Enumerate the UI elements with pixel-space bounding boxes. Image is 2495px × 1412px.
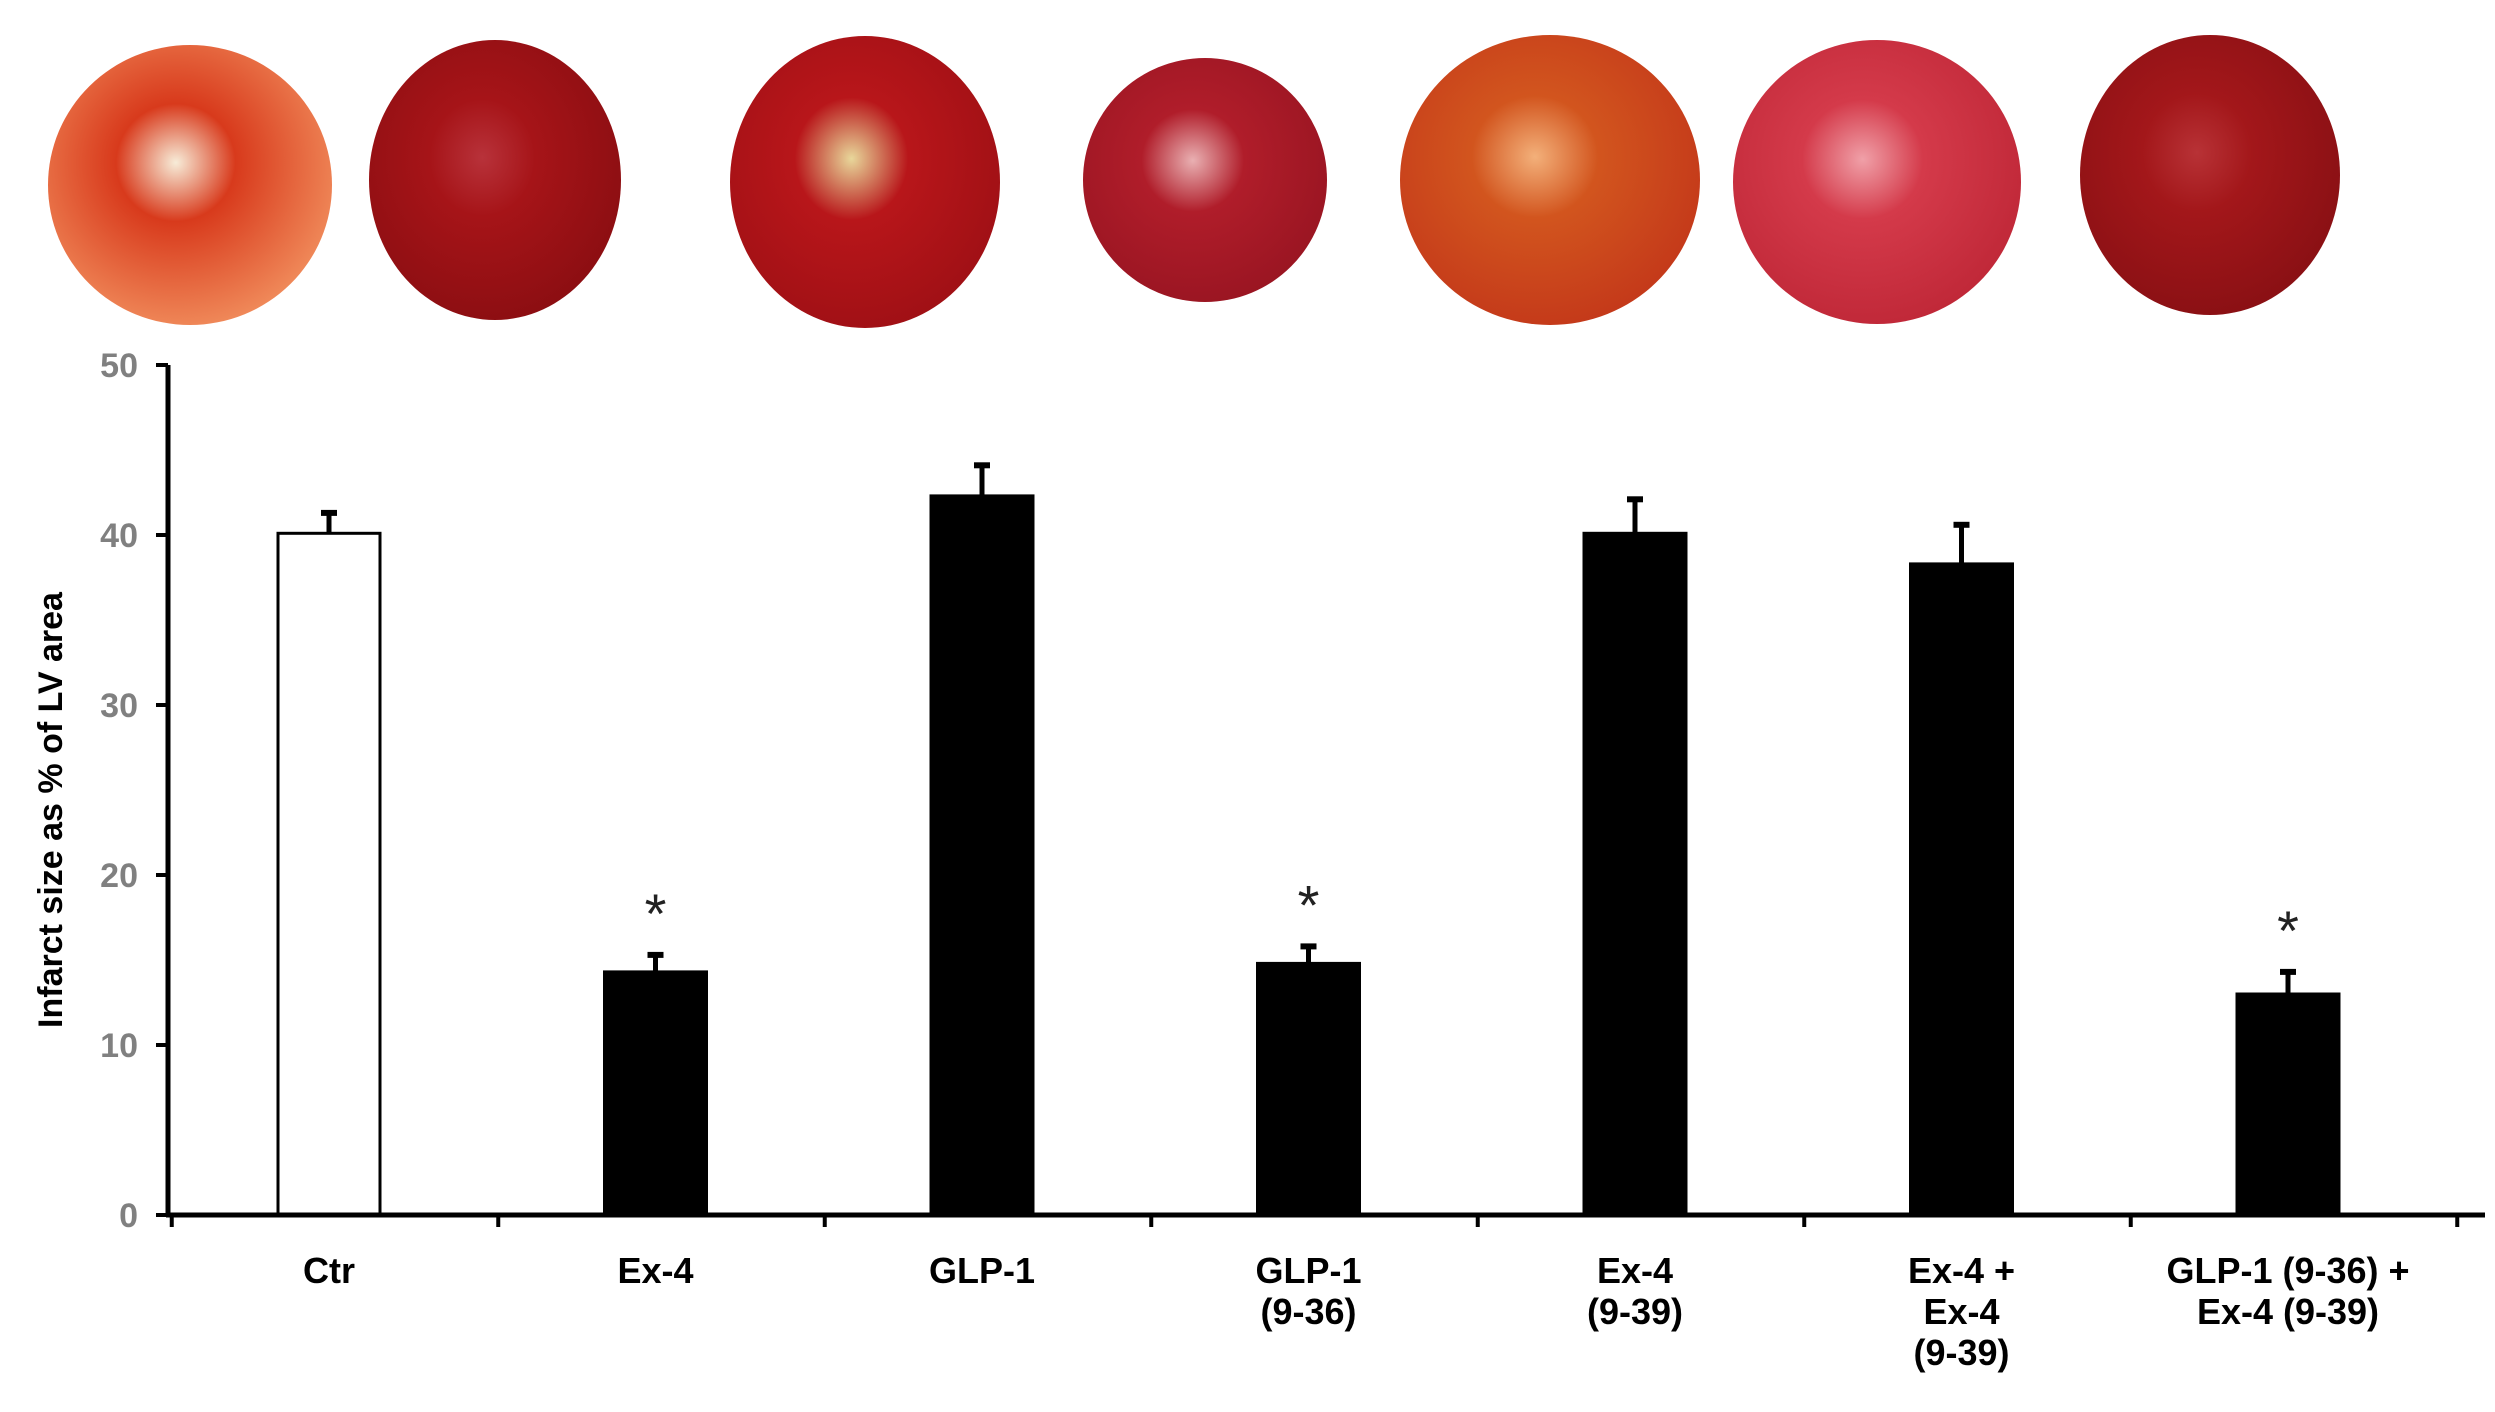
x-category-label: Ex-4 [617,1250,693,1291]
x-axis-labels: Ctr Ex-4 GLP-1 GLP-1(9-36)Ex-4(9-39)Ex-4 +E… [303,1250,2410,1373]
heart-slice-glp1-9-36-plus-ex4-9-39 [2080,35,2340,315]
bar [2235,992,2341,1217]
heart-slice-glp1-9-36 [1083,58,1327,302]
x-category-label: (9-39) [1587,1291,1683,1332]
y-tick-label: 50 [100,347,138,385]
y-tick-label: 30 [100,687,138,725]
x-category-label: (9-39) [1913,1332,2009,1373]
bar [276,531,382,1217]
heart-slice-images [48,35,2340,328]
y-tick-label: 40 [100,517,138,555]
x-category-label: Ctr [303,1250,355,1291]
x-category-label: GLP-1 [1255,1250,1361,1291]
bars [276,494,2341,1217]
x-category-label: Ex-4 [1597,1250,1673,1291]
y-axis-title: Infarct size as % of LV area [32,591,70,1028]
significance-asterisk: * [645,882,667,945]
y-tick-label: 20 [100,857,138,895]
x-category-label: Ex-4 (9-39) [2197,1291,2379,1332]
y-tick-label: 0 [119,1197,138,1235]
x-category-label: GLP-1 [929,1250,1035,1291]
x-category-label: (9-36) [1260,1291,1356,1332]
heart-slice-ex4-9-39 [1400,35,1700,325]
bar [1909,562,2014,1217]
bar [1582,531,1688,1217]
significance-asterisk: * [2277,899,2299,962]
y-tick-label: 10 [100,1027,138,1065]
significance-markers: * * * [645,873,2299,962]
x-category-label: GLP-1 (9-36) + [2166,1250,2409,1291]
x-category-label: Ex-4 [1923,1291,1999,1332]
bar [1256,961,1361,1217]
bar [603,970,708,1217]
heart-slice-ex4 [369,40,621,320]
heart-slice-ex4-plus-ex4-9-39 [1733,40,2021,324]
x-category-label: Ex-4 + [1908,1250,2015,1291]
heart-slice-ctr [48,45,332,325]
heart-slice-glp1 [730,36,1000,328]
bar [929,494,1035,1217]
significance-asterisk: * [1298,873,1320,936]
error-bars [321,462,2296,994]
